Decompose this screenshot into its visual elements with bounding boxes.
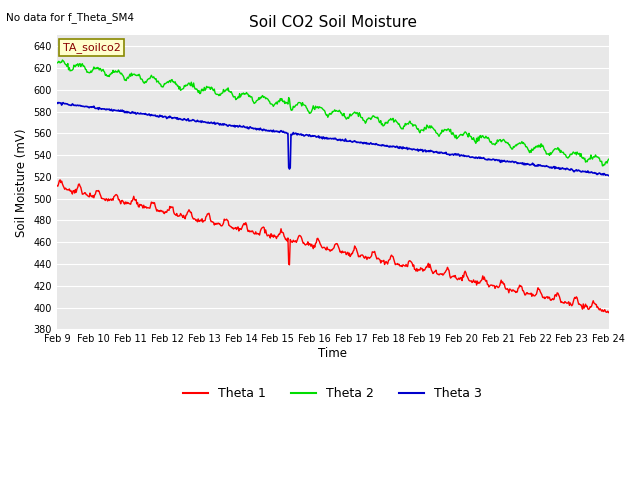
Legend: Theta 1, Theta 2, Theta 3: Theta 1, Theta 2, Theta 3 <box>179 383 487 406</box>
Text: TA_soilco2: TA_soilco2 <box>63 42 120 53</box>
Y-axis label: Soil Moisture (mV): Soil Moisture (mV) <box>15 128 28 237</box>
Title: Soil CO2 Soil Moisture: Soil CO2 Soil Moisture <box>249 15 417 30</box>
X-axis label: Time: Time <box>318 347 348 360</box>
Text: No data for f_Theta_SM4: No data for f_Theta_SM4 <box>6 12 134 23</box>
